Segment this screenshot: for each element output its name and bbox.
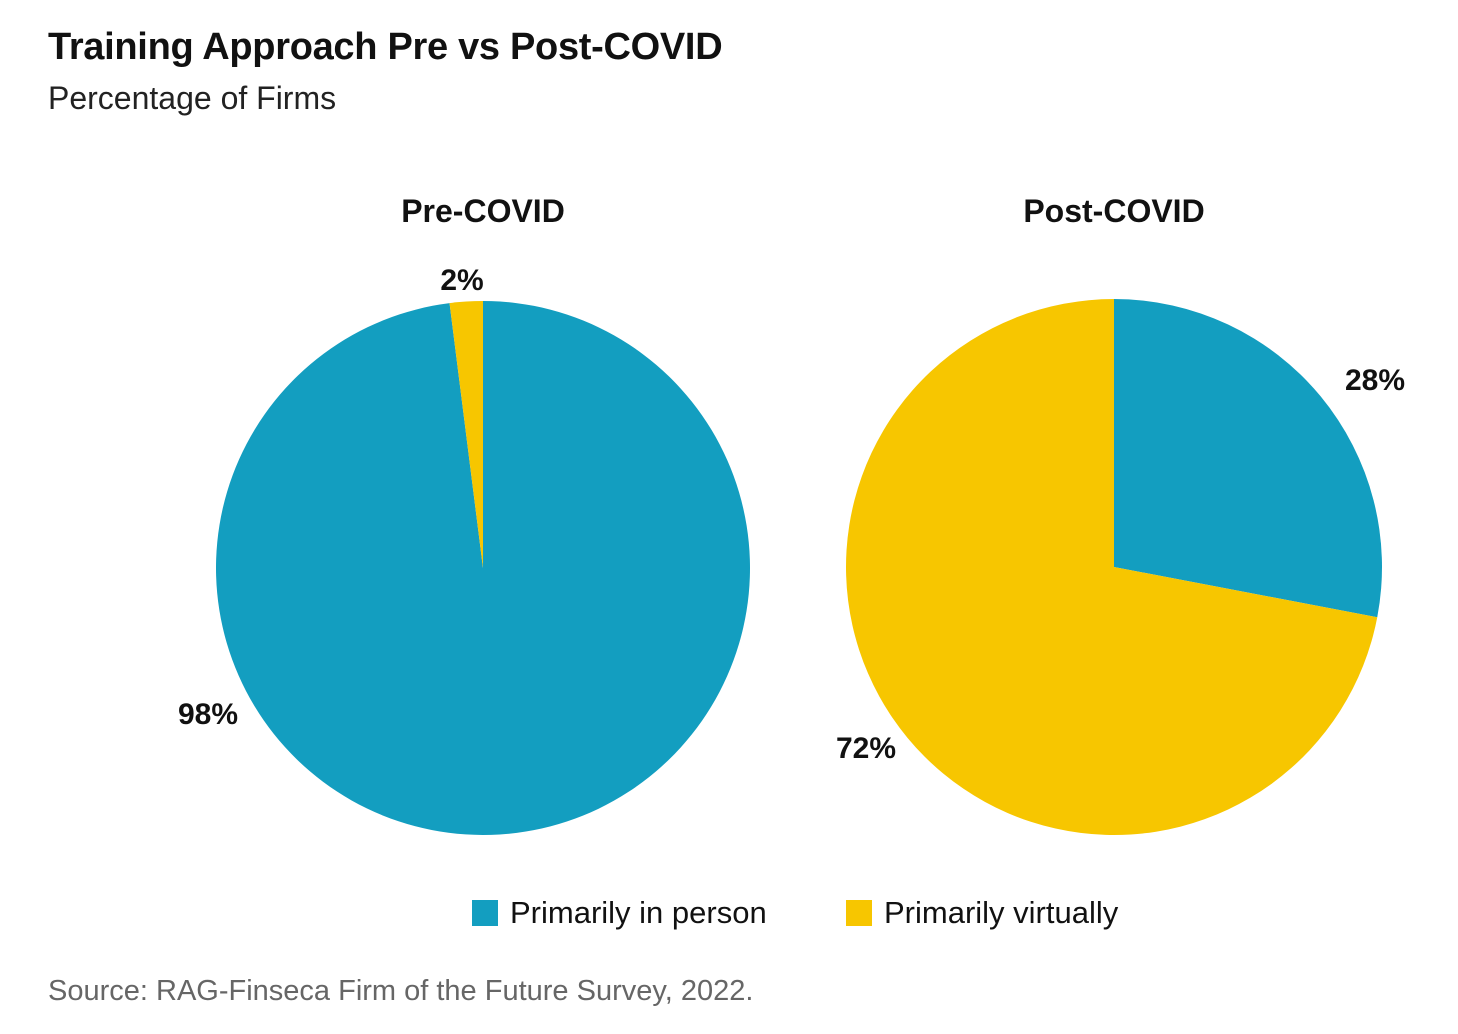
chart-title: Training Approach Pre vs Post-COVID bbox=[48, 26, 723, 68]
data-label-post-covid-primarily-virtually: 72% bbox=[836, 732, 896, 765]
pie-slice-post-covid-primarily-in-person bbox=[1114, 299, 1382, 618]
data-label-pre-covid-primarily-in-person: 98% bbox=[178, 698, 238, 731]
pie-chart-post-covid: 28% 72% Post-COVID bbox=[836, 193, 1405, 835]
pie-chart-pre-covid: 98% 2% Pre-COVID bbox=[178, 193, 751, 835]
data-label-pre-covid-primarily-virtually: 2% bbox=[440, 264, 483, 297]
pie-slice-post-covid-primarily-virtually bbox=[845, 299, 1378, 835]
pie-title-pre-covid: Pre-COVID bbox=[401, 193, 565, 229]
legend: Primarily in person Primarily virtually bbox=[0, 895, 1458, 935]
data-label-post-covid-primarily-in-person: 28% bbox=[1345, 364, 1405, 397]
legend-swatch-virtually bbox=[846, 900, 872, 926]
legend-swatch-in-person bbox=[472, 900, 498, 926]
pie-slice-pre-covid-primarily-virtually bbox=[449, 301, 483, 568]
chart-subtitle: Percentage of Firms bbox=[48, 80, 337, 116]
source-note: Source: RAG-Finseca Firm of the Future S… bbox=[48, 975, 754, 1007]
legend-item-virtually: Primarily virtually bbox=[846, 895, 1118, 931]
pie-title-post-covid: Post-COVID bbox=[1023, 193, 1204, 229]
legend-label-virtually: Primarily virtually bbox=[884, 895, 1119, 930]
legend-label-in-person: Primarily in person bbox=[510, 895, 767, 930]
legend-item-in-person: Primarily in person bbox=[472, 895, 767, 931]
pie-slice-pre-covid-primarily-in-person bbox=[216, 301, 751, 835]
